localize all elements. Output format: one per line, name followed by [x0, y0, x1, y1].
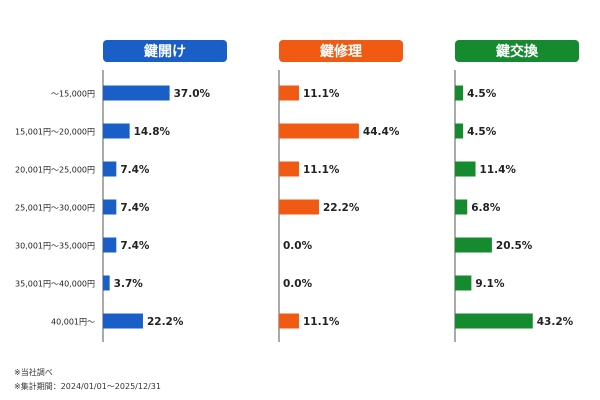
series-header-label-1: 鍵修理 [320, 43, 362, 60]
category-label-6: 40,001円～ [51, 318, 95, 327]
bar-0-2 [103, 161, 117, 177]
value-label-2-1: 4.5% [467, 126, 497, 138]
period-note: ※集計期間：2024/01/01～2025/12/31 [14, 382, 161, 391]
bar-0-0 [103, 85, 170, 101]
value-label-0-3: 7.4% [120, 202, 150, 214]
value-label-1-1: 44.4% [363, 126, 400, 138]
category-label-1: 15,001円～20,000円 [15, 128, 95, 137]
value-label-2-3: 6.8% [471, 202, 501, 214]
value-label-0-1: 14.8% [134, 126, 171, 138]
value-label-2-6: 43.2% [537, 316, 574, 328]
bar-1-1 [279, 123, 359, 139]
bar-2-4 [455, 237, 492, 253]
value-label-1-6: 11.1% [303, 316, 340, 328]
value-label-0-4: 7.4% [120, 240, 150, 252]
series-header-label-0: 鍵開け [144, 43, 186, 60]
bar-0-6 [103, 313, 143, 329]
value-label-0-5: 3.7% [114, 278, 144, 290]
category-label-2: 20,001円～25,000円 [15, 166, 95, 175]
category-label-0: ～15,000円 [51, 90, 95, 99]
value-label-1-3: 22.2% [323, 202, 360, 214]
source-note: ※当社調べ [14, 368, 53, 377]
bar-1-6 [279, 313, 299, 329]
series-header-2 [455, 40, 579, 62]
bar-0-1 [103, 123, 130, 139]
bar-0-5 [103, 275, 110, 291]
value-label-1-2: 11.1% [303, 164, 340, 176]
value-label-2-4: 20.5% [496, 240, 533, 252]
category-label-4: 30,001円～35,000円 [15, 242, 95, 251]
footnotes: ※当社調べ ※集計期間：2024/01/01～2025/12/31 [14, 366, 161, 394]
bar-1-2 [279, 161, 299, 177]
value-label-1-5: 0.0% [283, 278, 313, 290]
bar-0-4 [103, 237, 117, 253]
value-label-2-0: 4.5% [467, 88, 497, 100]
value-label-1-4: 0.0% [283, 240, 313, 252]
bar-2-3 [455, 199, 468, 215]
value-label-0-0: 37.0% [174, 88, 211, 100]
series-header-1 [279, 40, 403, 62]
bar-2-0 [455, 85, 464, 101]
category-label-5: 35,001円～40,000円 [15, 280, 95, 289]
series-header-label-2: 鍵交換 [496, 43, 539, 60]
bar-2-6 [455, 313, 533, 329]
value-label-0-2: 7.4% [120, 164, 150, 176]
value-label-2-2: 11.4% [480, 164, 517, 176]
value-label-1-0: 11.1% [303, 88, 340, 100]
category-label-3: 25,001円～30,000円 [15, 204, 95, 213]
bar-2-2 [455, 161, 476, 177]
value-label-2-5: 9.1% [475, 278, 505, 290]
bar-2-5 [455, 275, 472, 291]
series-header-0 [103, 40, 227, 62]
value-label-0-6: 22.2% [147, 316, 184, 328]
bar-2-1 [455, 123, 464, 139]
bar-1-3 [279, 199, 319, 215]
bar-0-3 [103, 199, 117, 215]
bar-1-0 [279, 85, 299, 101]
